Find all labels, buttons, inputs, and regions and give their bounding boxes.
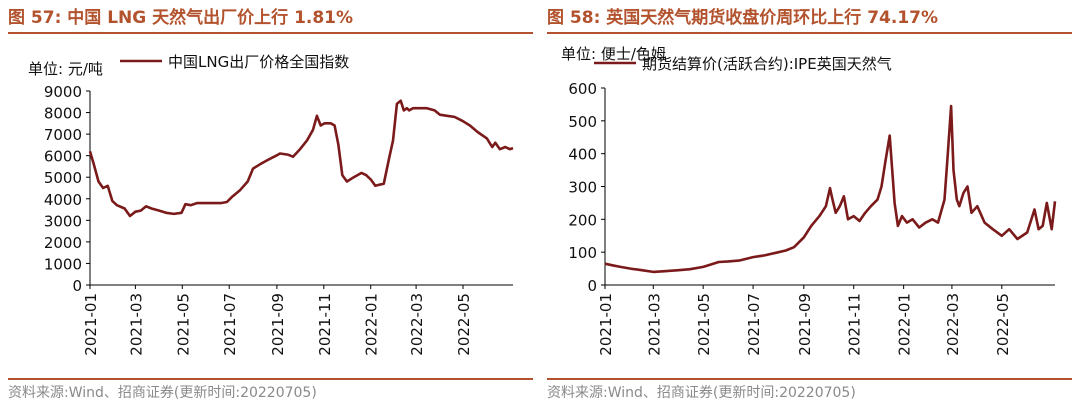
left-legend-label: 中国LNG出厂价格全国指数	[168, 53, 349, 71]
right-series-line	[604, 104, 1057, 274]
right-figure-title: 图 58: 英国天然气期货收盘价周环比上行 74.17%	[547, 4, 1072, 34]
left-figure-title: 图 57: 中国 LNG 天然气出厂价上行 1.81%	[8, 4, 533, 34]
right-x-tick-label: 2022-01	[896, 293, 914, 356]
right-figure-caption: 英国天然气期货收盘价周环比上行 74.17%	[606, 8, 939, 28]
right-chart-panel: 图 58: 英国天然气期货收盘价周环比上行 74.17% 单位: 便士/色姆 0…	[547, 0, 1072, 414]
left-x-tick-label: 2022-05	[455, 293, 473, 356]
left-x-tick-label: 2021-07	[221, 293, 239, 356]
right-y-tick-label: 400	[568, 146, 597, 164]
right-line-chart: 0 100 200 300 400 500 600 2021-01 2021-03 2021-05…	[568, 55, 1057, 356]
left-x-tick-label: 2021-03	[127, 293, 145, 356]
left-y-tick-label: 4000	[44, 191, 82, 209]
left-y-tick-label: 6000	[44, 148, 82, 166]
right-x-tick-label: 2021-09	[796, 293, 814, 356]
left-y-tick-label: 7000	[44, 126, 82, 144]
right-x-tick-label: 2021-07	[745, 293, 763, 356]
left-x-tick-label: 2021-05	[174, 293, 192, 356]
left-source-note: 资料来源:Wind、招商证券(更新时间:20220705)	[8, 378, 533, 402]
right-x-tick-label: 2022-05	[994, 293, 1012, 356]
right-x-tick-label: 2021-05	[695, 293, 713, 356]
right-y-tick-label: 500	[568, 113, 597, 131]
left-y-tick-label: 5000	[44, 169, 82, 187]
right-legend-label: 期货结算价(活跃合约):IPE英国天然气	[642, 55, 892, 73]
right-y-tick-label: 200	[568, 211, 597, 229]
left-figure-number: 图 57:	[8, 8, 62, 28]
left-x-tick-label: 2021-09	[269, 293, 287, 356]
left-x-tick-label: 2021-01	[82, 293, 100, 356]
left-y-unit-label: 单位: 元/吨	[28, 60, 103, 78]
right-y-tick-label: 600	[568, 80, 597, 98]
left-y-tick-label: 8000	[44, 105, 82, 123]
right-source-note: 资料来源:Wind、招商证券(更新时间:20220705)	[547, 378, 1072, 402]
left-y-tick-label: 9000	[44, 83, 82, 101]
left-y-tick-label: 2000	[44, 234, 82, 252]
left-x-tick-label: 2022-03	[408, 293, 426, 356]
left-y-tick-label: 0	[72, 277, 82, 295]
right-y-unit-label: 单位: 便士/色姆	[561, 45, 666, 63]
right-x-tick-label: 2022-03	[944, 293, 962, 356]
left-x-tick-label: 2021-11	[316, 293, 334, 356]
left-line-chart: 0 1000 2000 3000 4000 5000 6000 7000 8000 9000 202…	[44, 53, 514, 356]
left-x-tick-label: 2022-01	[363, 293, 381, 356]
right-y-tick-label: 0	[587, 277, 597, 295]
left-chart-panel: 图 57: 中国 LNG 天然气出厂价上行 1.81% 单位: 元/吨 0 100…	[8, 0, 533, 414]
left-figure-caption: 中国 LNG 天然气出厂价上行 1.81%	[67, 8, 354, 28]
left-y-tick-label: 3000	[44, 212, 82, 230]
right-y-tick-label: 300	[568, 179, 597, 197]
right-x-tick-label: 2021-11	[846, 293, 864, 356]
left-y-tick-label: 1000	[44, 255, 82, 273]
right-figure-number: 图 58:	[547, 8, 601, 28]
right-y-tick-label: 100	[568, 244, 597, 262]
right-x-tick-label: 2021-01	[597, 293, 615, 356]
left-series-line	[88, 99, 514, 218]
right-x-tick-label: 2021-03	[645, 293, 663, 356]
